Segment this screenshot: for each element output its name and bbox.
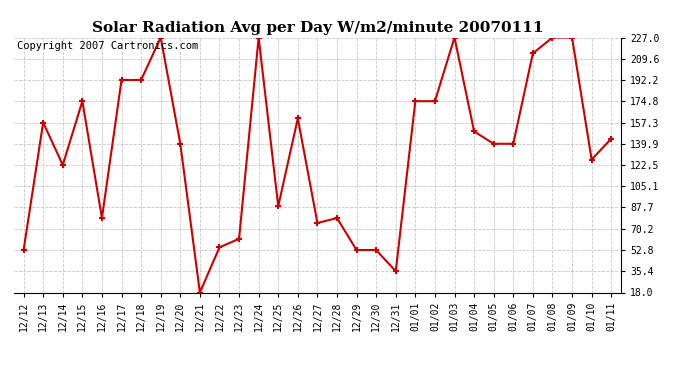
Text: Copyright 2007 Cartronics.com: Copyright 2007 Cartronics.com [17,41,198,51]
Title: Solar Radiation Avg per Day W/m2/minute 20070111: Solar Radiation Avg per Day W/m2/minute … [92,21,543,35]
